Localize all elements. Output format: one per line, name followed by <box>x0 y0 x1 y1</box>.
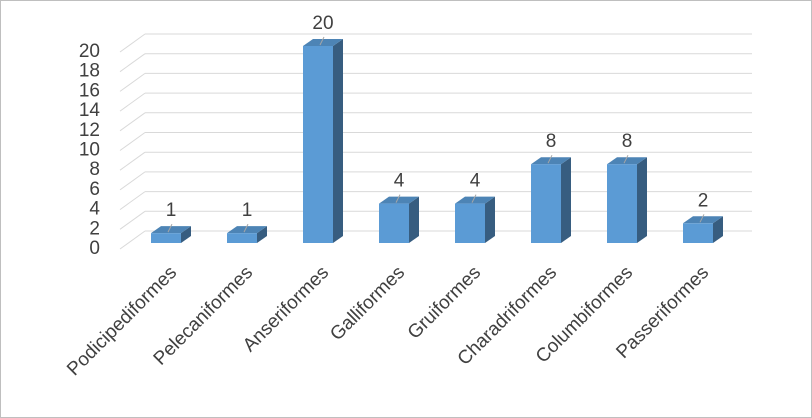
value-label-leader <box>623 154 629 164</box>
grid-line-side <box>119 72 146 92</box>
grid-line-side <box>119 112 146 132</box>
bar-side <box>637 157 647 243</box>
bar <box>683 223 713 243</box>
bar-top <box>151 226 191 234</box>
bar-top <box>455 196 495 204</box>
value-label: 1 <box>166 200 177 221</box>
bar-side <box>561 157 571 243</box>
y-tick-label: 4 <box>89 199 100 220</box>
value-label-leader <box>395 194 401 203</box>
bar-side <box>485 196 495 243</box>
value-label-leader <box>547 154 553 164</box>
grid-line-side <box>119 210 146 230</box>
y-tick-label: 0 <box>89 238 100 259</box>
bar-top <box>303 39 343 46</box>
y-tick-label: 2 <box>89 218 100 239</box>
y-tick-label: 10 <box>79 140 100 161</box>
bar-top <box>607 157 647 165</box>
y-tick-label: 12 <box>79 120 100 141</box>
grid-line-side <box>119 171 146 191</box>
y-tick-label: 6 <box>89 179 100 200</box>
bar-side <box>409 196 419 243</box>
value-label: 2 <box>698 190 709 211</box>
y-tick-label: 8 <box>89 159 100 180</box>
grid-line-side <box>119 92 146 112</box>
value-label: 1 <box>242 200 253 221</box>
value-label: 4 <box>394 171 405 192</box>
value-label-leader <box>471 194 477 203</box>
value-label: 20 <box>312 13 333 34</box>
grid-line-side <box>119 230 146 250</box>
grid-line-side <box>119 132 146 151</box>
bar-top <box>683 216 723 224</box>
y-tick-label: 18 <box>79 61 100 82</box>
bar <box>379 203 409 243</box>
y-tick-label: 20 <box>79 41 100 62</box>
bar-side <box>181 226 191 243</box>
bar-top <box>379 196 419 204</box>
grid-line-side <box>119 151 146 171</box>
bar-side <box>713 216 723 243</box>
value-label: 8 <box>546 131 557 152</box>
value-label: 8 <box>622 131 633 152</box>
value-label-leader <box>319 36 325 46</box>
bar <box>455 203 485 243</box>
bar <box>303 46 333 243</box>
value-label-leader <box>167 223 173 233</box>
value-label-leader <box>699 214 705 223</box>
grid-line-side <box>119 33 146 53</box>
grid-line-side <box>119 191 146 211</box>
value-label: 4 <box>470 171 481 192</box>
bar <box>607 164 637 243</box>
bar-side <box>257 226 267 243</box>
bar <box>531 164 561 243</box>
y-tick-label: 14 <box>79 100 101 121</box>
bar-top <box>531 157 571 165</box>
bar <box>227 233 257 243</box>
bar-side <box>333 39 343 243</box>
bar <box>151 233 181 243</box>
value-label-leader <box>243 223 249 233</box>
bar-top <box>227 226 267 234</box>
grid-line-side <box>119 53 146 73</box>
y-tick-label: 16 <box>79 80 100 101</box>
